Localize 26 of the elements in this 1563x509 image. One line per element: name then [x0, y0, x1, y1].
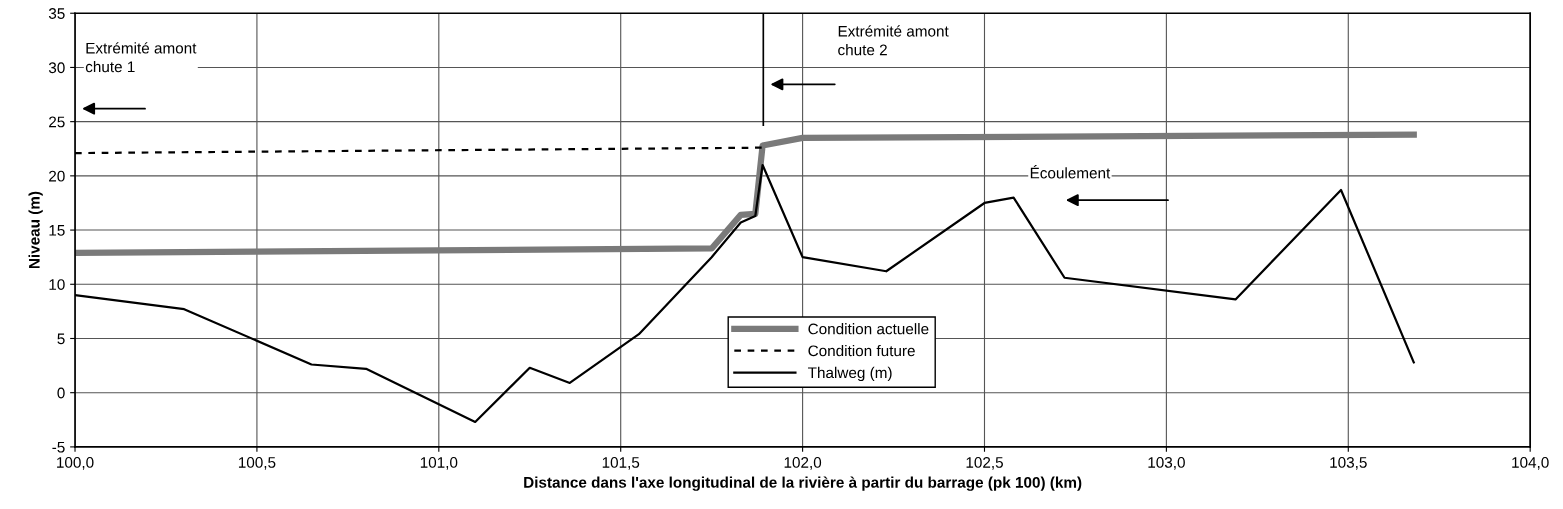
annotation: Extrémité amont chute 1 [85, 42, 197, 73]
x-tick-label: 102,0 [784, 457, 822, 470]
x-tick-label: 103,0 [1148, 457, 1185, 470]
x-tick-label: 104,0 [1512, 457, 1549, 470]
y-tick-label: 25 [49, 116, 65, 128]
x-tick-label: 101,5 [602, 457, 640, 470]
annotation: Extrémité amont chute 2 [838, 25, 949, 56]
y-tick-label: 30 [48, 62, 65, 74]
x-tick-label: 103,5 [1330, 457, 1367, 470]
annotation: Écoulement [1030, 165, 1111, 179]
x-tick-label: 102,5 [966, 457, 1003, 470]
y-tick-label: 10 [49, 279, 65, 290]
legend-label: Condition actuelle [808, 323, 929, 335]
x-axis-title: Distance dans l'axe longitudinal de la rivière à partir du barrage (pk 100) (km) [524, 476, 1082, 491]
y-tick-label: 0 [57, 387, 65, 399]
y-axis-title: Niveau (m) [28, 191, 43, 269]
y-tick-label: -5 [52, 441, 65, 453]
y-tick-label: 35 [48, 8, 65, 19]
x-tick-label: 100,0 [57, 457, 94, 470]
y-tick-label: 15 [49, 225, 65, 236]
x-tick-label: 100,5 [238, 457, 276, 470]
legend-label: Condition future [808, 344, 915, 357]
x-tick-label: 101,0 [420, 457, 458, 470]
y-tick-label: 5 [57, 333, 65, 345]
legend-label: Thalweg (m) [807, 366, 892, 382]
y-tick-label: 20 [49, 170, 65, 182]
